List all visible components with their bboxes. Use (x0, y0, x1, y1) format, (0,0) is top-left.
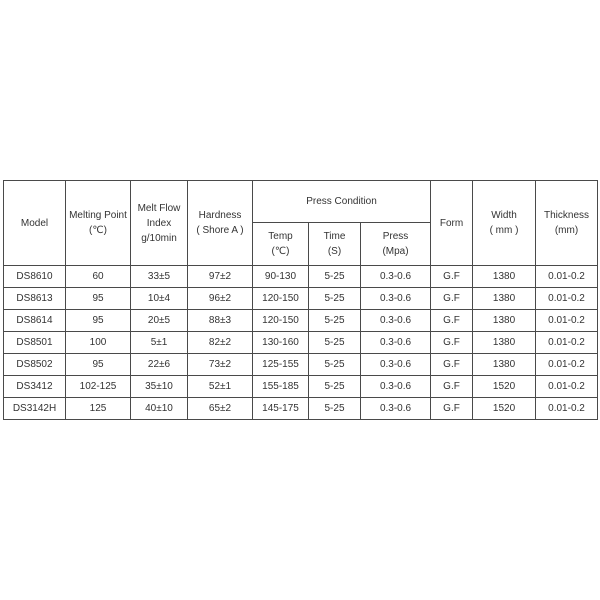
cell-time: 5-25 (308, 287, 361, 310)
cell-width: 1380 (472, 287, 537, 310)
cell-temp: 120-150 (252, 287, 309, 310)
table-header: Model Melting Point (℃) Melt Flow Index … (3, 180, 599, 266)
cell-press: 0.3-0.6 (359, 397, 432, 420)
header-press-condition: Press Condition (251, 180, 432, 223)
cell-time: 5-25 (308, 265, 361, 288)
cell-melt-flow-index: 10±4 (130, 287, 188, 310)
cell-thickness: 0.01-0.2 (535, 309, 599, 332)
cell-time: 5-25 (308, 375, 361, 398)
cell-melt-flow-index: 40±10 (130, 397, 188, 420)
cell-model: DS8502 (3, 353, 66, 376)
table-body: DS8610 60 33±5 97±2 90-130 5-25 0.3-0.6 … (3, 265, 599, 420)
cell-form: G.F (430, 353, 474, 376)
cell-press: 0.3-0.6 (359, 353, 432, 376)
table-row: DS8502 95 22±6 73±2 125-155 5-25 0.3-0.6… (3, 353, 599, 376)
cell-melt-flow-index: 33±5 (130, 265, 188, 288)
header-form: Form (430, 180, 474, 266)
header-hardness: Hardness ( Shore A ) (187, 180, 253, 266)
cell-melt-flow-index: 22±6 (130, 353, 188, 376)
table-row: DS3142H 125 40±10 65±2 145-175 5-25 0.3-… (3, 397, 599, 420)
cell-width: 1520 (472, 375, 537, 398)
header-melt-flow-index: Melt Flow Index g/10min (130, 180, 188, 266)
cell-thickness: 0.01-0.2 (535, 287, 599, 310)
cell-width: 1380 (472, 331, 537, 354)
cell-thickness: 0.01-0.2 (535, 397, 599, 420)
cell-thickness: 0.01-0.2 (535, 353, 599, 376)
header-melting-point: Melting Point (℃) (65, 180, 131, 266)
cell-melt-flow-index: 35±10 (130, 375, 188, 398)
cell-model: DS8613 (3, 287, 66, 310)
cell-hardness: 97±2 (187, 265, 253, 288)
cell-melting-point: 60 (65, 265, 131, 288)
cell-temp: 125-155 (252, 353, 309, 376)
spec-table: Model Melting Point (℃) Melt Flow Index … (3, 180, 599, 420)
cell-press: 0.3-0.6 (359, 287, 432, 310)
cell-model: DS3412 (3, 375, 66, 398)
header-temp: Temp (℃) (252, 222, 309, 266)
cell-form: G.F (430, 375, 474, 398)
cell-press: 0.3-0.6 (359, 375, 432, 398)
header-press: Press (Mpa) (359, 222, 432, 266)
header-row-2: Temp (℃) Time (S) Press (Mpa) (4, 222, 598, 266)
cell-model: DS8610 (3, 265, 66, 288)
cell-melt-flow-index: 5±1 (130, 331, 188, 354)
cell-time: 5-25 (308, 397, 361, 420)
table-row: DS8610 60 33±5 97±2 90-130 5-25 0.3-0.6 … (3, 265, 599, 288)
table-row: DS8614 95 20±5 88±3 120-150 5-25 0.3-0.6… (3, 309, 599, 332)
cell-temp: 145-175 (252, 397, 309, 420)
cell-temp: 90-130 (252, 265, 309, 288)
cell-temp: 155-185 (252, 375, 309, 398)
table-row: DS3412 102-125 35±10 52±1 155-185 5-25 0… (3, 375, 599, 398)
cell-melting-point: 100 (65, 331, 131, 354)
header-model: Model (3, 180, 66, 266)
cell-hardness: 52±1 (187, 375, 253, 398)
cell-width: 1520 (472, 397, 537, 420)
cell-time: 5-25 (308, 331, 361, 354)
cell-time: 5-25 (308, 309, 361, 332)
cell-melt-flow-index: 20±5 (130, 309, 188, 332)
cell-model: DS8501 (3, 331, 66, 354)
cell-temp: 120-150 (252, 309, 309, 332)
cell-press: 0.3-0.6 (359, 331, 432, 354)
cell-thickness: 0.01-0.2 (535, 265, 599, 288)
cell-press: 0.3-0.6 (359, 265, 432, 288)
header-row-1: Model Melting Point (℃) Melt Flow Index … (3, 180, 599, 266)
cell-hardness: 88±3 (187, 309, 253, 332)
cell-model: DS3142H (3, 397, 66, 420)
cell-hardness: 96±2 (187, 287, 253, 310)
cell-melting-point: 125 (65, 397, 131, 420)
header-time: Time (S) (308, 222, 361, 266)
cell-press: 0.3-0.6 (359, 309, 432, 332)
cell-thickness: 0.01-0.2 (535, 331, 599, 354)
cell-width: 1380 (472, 265, 537, 288)
cell-melting-point: 95 (65, 287, 131, 310)
table-row: DS8501 100 5±1 82±2 130-160 5-25 0.3-0.6… (3, 331, 599, 354)
cell-form: G.F (430, 265, 474, 288)
cell-melting-point: 95 (65, 353, 131, 376)
cell-width: 1380 (472, 353, 537, 376)
cell-form: G.F (430, 331, 474, 354)
cell-thickness: 0.01-0.2 (535, 375, 599, 398)
cell-form: G.F (430, 397, 474, 420)
cell-hardness: 82±2 (187, 331, 253, 354)
cell-melting-point: 102-125 (65, 375, 131, 398)
cell-form: G.F (430, 287, 474, 310)
cell-melting-point: 95 (65, 309, 131, 332)
cell-width: 1380 (472, 309, 537, 332)
header-width: Width ( mm ) (472, 180, 537, 266)
cell-time: 5-25 (308, 353, 361, 376)
table-row: DS8613 95 10±4 96±2 120-150 5-25 0.3-0.6… (3, 287, 599, 310)
cell-form: G.F (430, 309, 474, 332)
cell-hardness: 65±2 (187, 397, 253, 420)
header-thickness: Thickness (mm) (535, 180, 599, 266)
cell-temp: 130-160 (252, 331, 309, 354)
cell-model: DS8614 (3, 309, 66, 332)
cell-hardness: 73±2 (187, 353, 253, 376)
